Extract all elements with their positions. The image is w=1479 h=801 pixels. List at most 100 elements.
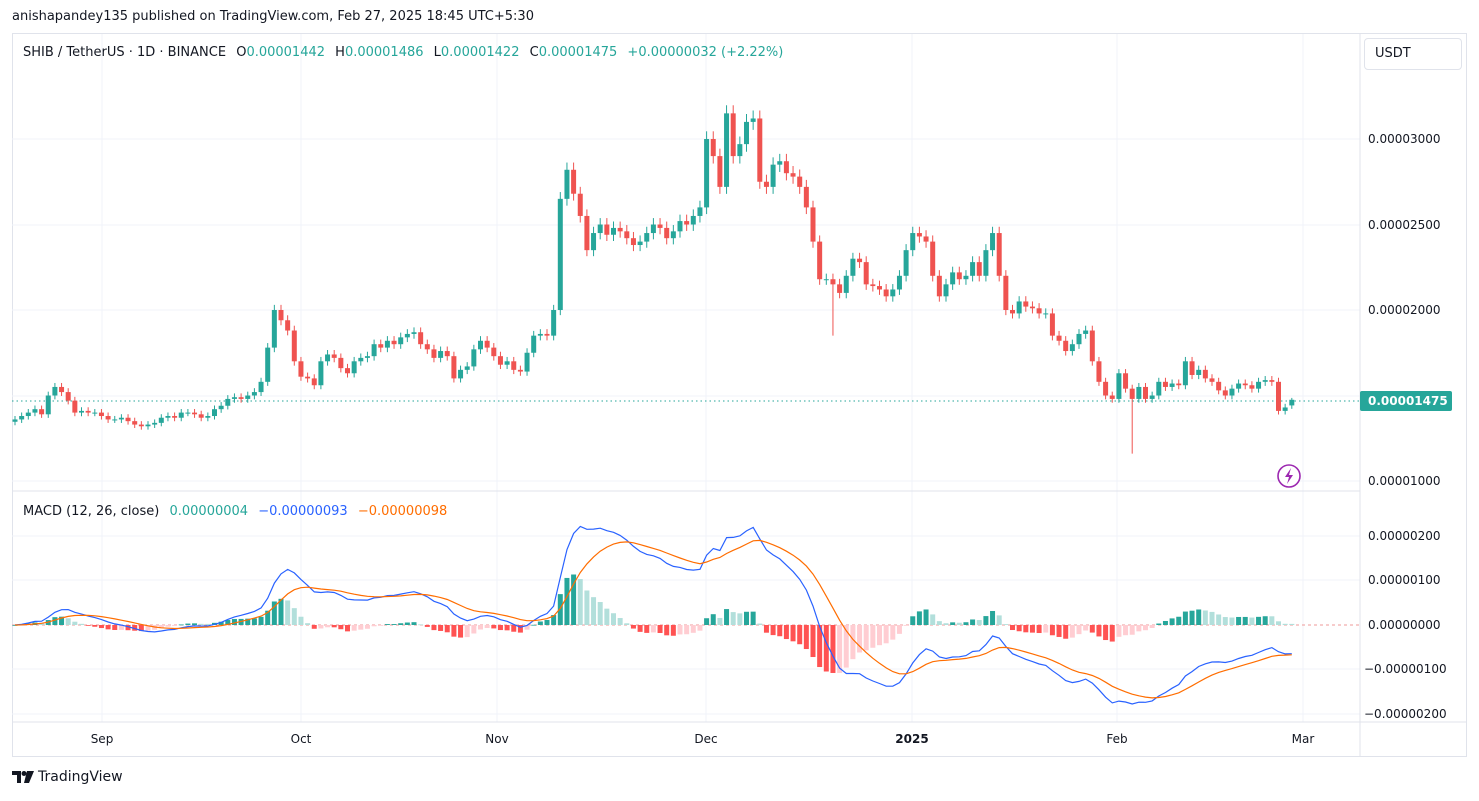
close-label: C	[529, 45, 539, 60]
candle-body	[1196, 369, 1202, 375]
high-label: H	[335, 45, 345, 60]
candle-body	[976, 262, 982, 276]
histogram-bar	[823, 625, 829, 672]
histogram-bar	[950, 622, 956, 625]
histogram-bar	[557, 594, 563, 625]
histogram-bar	[850, 625, 856, 660]
candle-body	[750, 118, 756, 122]
histogram-bar	[1089, 625, 1095, 633]
histogram-bar	[138, 625, 144, 632]
histogram-bar	[1116, 625, 1122, 637]
histogram-bar	[491, 625, 497, 629]
histogram-bar	[1036, 625, 1042, 634]
histogram-bar	[903, 625, 909, 626]
histogram-bar	[458, 625, 464, 638]
candle-body	[983, 250, 989, 276]
candle-body	[125, 417, 131, 422]
histogram-bar	[444, 625, 450, 633]
currency-button[interactable]: USDT	[1364, 38, 1462, 70]
candle-body	[39, 409, 45, 415]
histogram-bar	[1123, 625, 1129, 636]
candle-body	[212, 409, 217, 417]
candle-body	[511, 361, 517, 370]
macd-tick: 0.00000100	[1368, 573, 1441, 587]
histogram-bar	[1242, 616, 1248, 625]
candle-body	[52, 386, 58, 396]
histogram-bar	[411, 622, 417, 625]
candle-body	[444, 351, 450, 357]
candle-body	[950, 272, 956, 285]
histogram-bar	[611, 613, 616, 625]
candle-body	[863, 262, 869, 285]
histogram-bar	[936, 621, 942, 625]
candle-body	[1129, 388, 1135, 399]
candle-body	[810, 207, 816, 242]
candle-body	[1083, 330, 1089, 334]
candle-body	[850, 258, 856, 276]
alert-lightning-icon[interactable]	[1277, 464, 1301, 488]
tradingview-logo[interactable]: TradingView	[12, 769, 123, 785]
candle-body	[1049, 313, 1055, 336]
macd-line	[14, 525, 1292, 705]
candle-body	[817, 241, 823, 280]
candle-body	[903, 250, 909, 276]
histogram-bar	[464, 625, 470, 638]
low-label: L	[433, 45, 441, 60]
histogram-bar	[92, 625, 98, 627]
histogram-bar	[976, 620, 982, 625]
histogram-bar	[730, 612, 736, 625]
candle-body	[112, 419, 118, 421]
candle-body	[371, 344, 377, 357]
histogram-bar	[790, 625, 796, 642]
candle-body	[1023, 301, 1029, 307]
candle-body	[1216, 381, 1222, 391]
candle-body	[664, 227, 670, 239]
histogram-bar	[59, 616, 65, 625]
histogram-bar	[677, 625, 683, 635]
candle-body	[1056, 335, 1062, 341]
candle-body	[198, 414, 204, 418]
histogram-bar	[1069, 625, 1075, 638]
histogram-bar	[205, 623, 211, 625]
histogram-bar	[537, 621, 543, 625]
histogram-bar	[1129, 625, 1135, 635]
candle-body	[271, 310, 277, 348]
open-label: O	[236, 45, 247, 60]
symbol-title[interactable]: SHIB / TetherUS · 1D · BINANCE	[23, 45, 227, 60]
candle-body	[291, 330, 297, 362]
histogram-bar	[930, 614, 936, 625]
candle-body	[1276, 381, 1281, 411]
candle-body	[890, 289, 896, 297]
histogram-bar	[478, 625, 483, 630]
histogram-bar	[125, 625, 131, 631]
histogram-bar	[624, 623, 630, 625]
histogram-bar	[1003, 624, 1009, 625]
candle-body	[883, 289, 889, 297]
histogram-bar	[1262, 616, 1268, 625]
brand-name: TradingView	[38, 769, 123, 785]
candle-body	[1109, 395, 1115, 399]
candle-body	[245, 395, 251, 399]
candle-body	[152, 422, 158, 425]
candle-body	[783, 161, 789, 174]
candle-body	[704, 139, 710, 208]
histogram-bar	[943, 623, 949, 625]
histogram-bar	[843, 625, 849, 668]
histogram-bar	[404, 622, 410, 625]
macd-title[interactable]: MACD (12, 26, close)	[23, 504, 160, 519]
histogram-bar	[79, 623, 84, 625]
histogram-bar	[424, 625, 430, 627]
candle-body	[1076, 333, 1082, 345]
histogram-bar	[597, 602, 603, 625]
candle-body	[378, 344, 384, 348]
candle-body	[1096, 361, 1102, 382]
candle-body	[531, 335, 537, 353]
histogram-bar	[291, 608, 297, 625]
candle-body	[19, 416, 25, 420]
histogram-bar	[524, 625, 530, 630]
candle-body	[285, 320, 291, 331]
histogram-bar	[311, 625, 317, 629]
candle-body	[278, 310, 284, 321]
candle-body	[471, 349, 477, 367]
